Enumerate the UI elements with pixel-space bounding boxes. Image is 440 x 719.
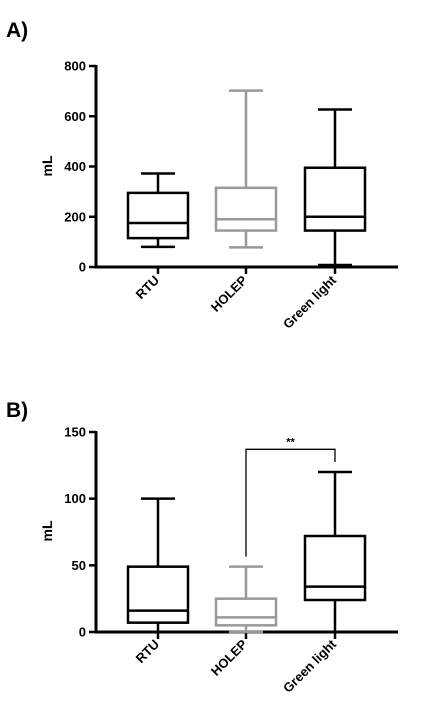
iqr-box <box>214 186 278 232</box>
panel-label: A) <box>6 19 28 42</box>
box-green-light <box>303 108 367 267</box>
significance-bracket: ** <box>245 436 336 557</box>
y-tick-label: 0 <box>79 625 86 640</box>
box-holep <box>214 565 278 634</box>
box-rtu <box>126 172 190 249</box>
chart-panel-a: A) mL 0 200 400 600 800 RTU HOLEP Green light <box>6 19 398 332</box>
y-tick-label: 200 <box>64 209 86 224</box>
box-green-light <box>303 470 367 634</box>
y-tick-label: 150 <box>64 425 86 440</box>
y-tick-label: 100 <box>64 491 86 506</box>
y-axis-label: mL <box>39 155 55 176</box>
x-tick-label: RTU <box>133 273 162 302</box>
significance-label: ** <box>286 436 295 448</box>
panel-label: B) <box>6 399 28 422</box>
iqr-box <box>126 191 190 240</box>
chart-panel-b: B) mL 0 50 100 150 RTU HOLEP Green light ** <box>6 399 398 696</box>
x-tick-label: HOLEP <box>208 636 251 679</box>
y-tick-label: 400 <box>64 159 86 174</box>
iqr-box <box>303 166 367 232</box>
bracket-line <box>245 448 336 557</box>
y-tick-label: 600 <box>64 109 86 124</box>
x-tick-label: HOLEP <box>208 272 251 315</box>
iqr-box <box>214 597 278 627</box>
box-holep <box>214 89 278 249</box>
y-tick-label: 50 <box>72 558 86 573</box>
y-axis-label: mL <box>39 520 55 541</box>
box-rtu <box>126 497 190 634</box>
x-tick-label: RTU <box>133 637 162 666</box>
x-tick-label: Green light <box>280 272 340 332</box>
x-tick-label: Green light <box>280 636 340 696</box>
y-tick-label: 800 <box>64 59 86 74</box>
iqr-box <box>126 565 190 624</box>
y-tick-label: 0 <box>79 260 86 275</box>
iqr-box <box>303 534 367 602</box>
